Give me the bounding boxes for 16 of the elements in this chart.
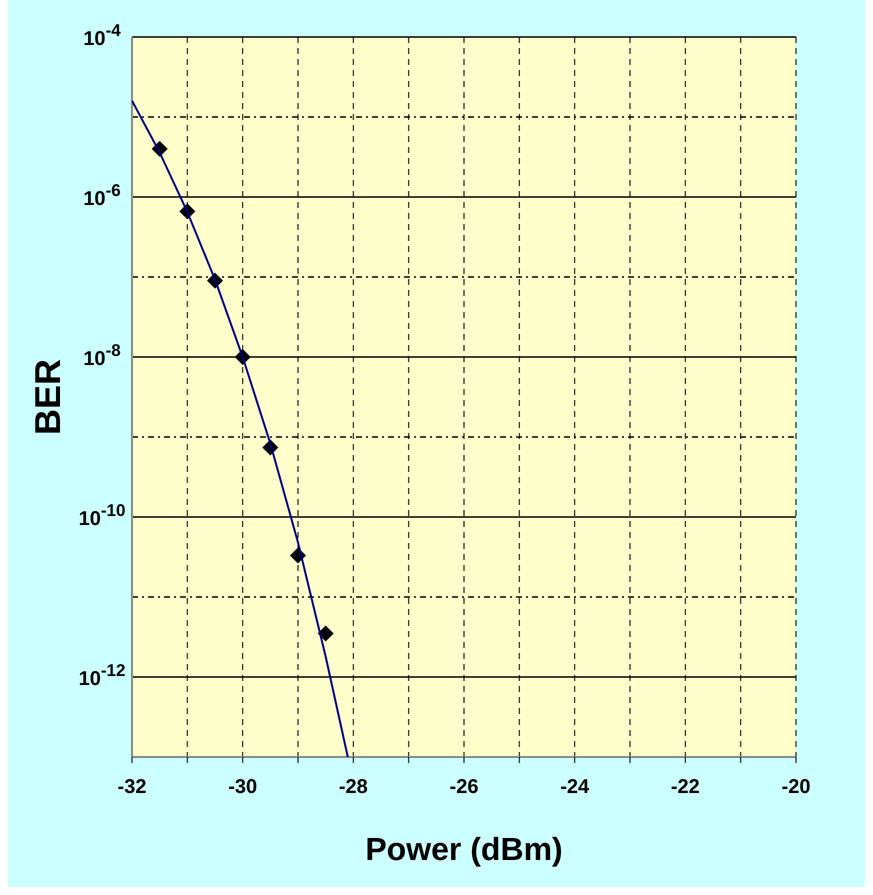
y-tick-label: 10$^{-8}$ <box>83 340 121 370</box>
y-tick-label: 10$^{-12}$ <box>78 660 126 690</box>
y-tick-label: 10$^{-10}$ <box>78 500 126 530</box>
x-tick-label: -28 <box>338 776 368 798</box>
line-series <box>132 100 349 757</box>
x-tick-label: -22 <box>670 776 700 798</box>
x-tick-label: -32 <box>118 776 146 798</box>
x-tick-label: -26 <box>450 776 478 798</box>
point <box>318 625 334 642</box>
y-axis-title: BER <box>27 358 68 436</box>
x-tick-label: -20 <box>782 776 810 798</box>
y-tick-label: 10$^{-6}$ <box>83 180 121 210</box>
x-axis-title: Power (dBm) <box>365 831 563 867</box>
x-tick-label: -24 <box>560 776 590 798</box>
y-tick-label: 10$^{-4}$ <box>83 20 122 50</box>
x-tick-label: -30 <box>228 776 258 798</box>
